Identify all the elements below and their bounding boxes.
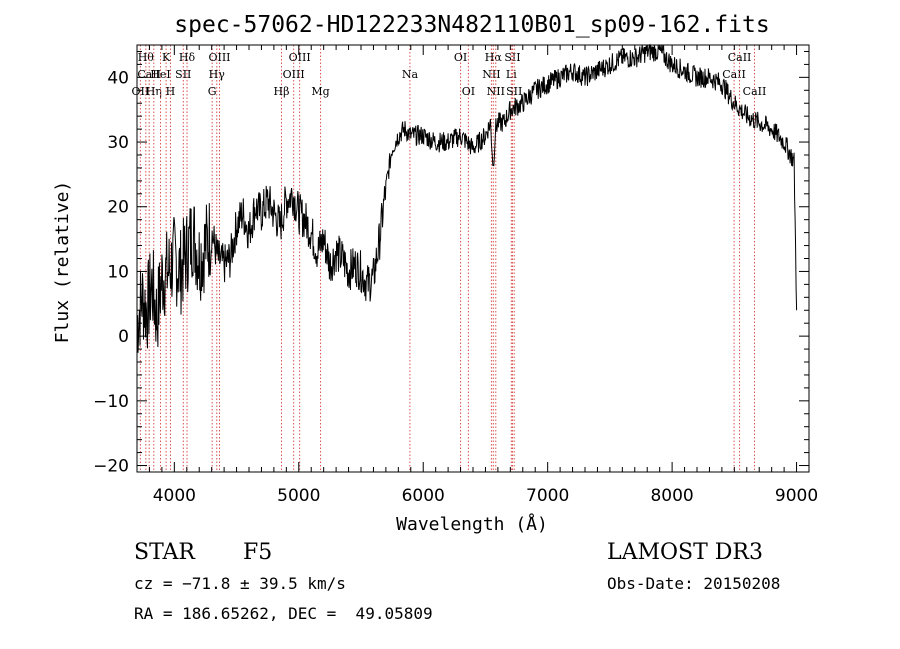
line-label: OIII (283, 68, 305, 81)
spectral-line-markers: OII Hθ CaII Hη HeI K H SII Hδ G Hγ OIII Hβ OIII OIII Mg… (132, 45, 767, 472)
line-label: Mg (311, 85, 329, 98)
line-label: CaII (728, 51, 752, 64)
line-label: SII (504, 51, 520, 64)
line-label: K (162, 51, 171, 64)
coordinates: RA = 186.65262, DEC = 49.05809 (134, 604, 433, 623)
line-label: NII (487, 85, 505, 98)
line-label: H (166, 85, 176, 98)
line-label: Hδ (179, 51, 196, 64)
line-label: HeI (150, 68, 170, 81)
y-tick-label: 20 (107, 198, 129, 218)
y-tick-label: 10 (107, 262, 129, 282)
x-tick-label: 7000 (526, 486, 569, 506)
line-label: OIII (289, 51, 311, 64)
chart-title: spec-57062-HD122233N482110B01_sp09-162.f… (174, 12, 769, 38)
y-tick-label: −20 (93, 457, 129, 477)
plot-frame (136, 44, 810, 473)
line-label: Hη (146, 85, 162, 98)
y-axis: −20 −10 0 10 20 30 40 (93, 50, 809, 477)
x-tick-label: 8000 (650, 486, 693, 506)
observation-date: Obs-Date: 20150208 (607, 574, 781, 593)
line-label: Hγ (209, 68, 226, 81)
y-axis-label: Flux (relative) (52, 181, 73, 344)
redshift-velocity: cz = −71.8 ± 39.5 km/s (134, 574, 346, 593)
x-tick-label: 4000 (153, 486, 196, 506)
x-tick-label: 5000 (277, 486, 320, 506)
x-axis-label: Wavelength (Å) (396, 513, 548, 535)
line-label: OII (132, 85, 150, 98)
line-label: G (208, 85, 217, 98)
line-label: NII (482, 68, 500, 81)
x-axis: 4000 5000 6000 7000 8000 9000 (136, 45, 818, 506)
line-label: Hθ (138, 51, 155, 64)
y-tick-label: 40 (107, 68, 129, 88)
line-label: Hα (485, 51, 503, 64)
x-tick-label: 6000 (402, 486, 445, 506)
line-label: Li (506, 68, 517, 81)
line-label: SII (175, 68, 191, 81)
line-label: CaII (743, 85, 767, 98)
line-label: CaII (722, 68, 746, 81)
line-label: SII (506, 85, 522, 98)
line-label: OI (454, 51, 467, 64)
spectrum-chart: spec-57062-HD122233N482110B01_sp09-162.f… (52, 12, 818, 535)
x-tick-label: 9000 (775, 486, 818, 506)
line-label: Hβ (274, 85, 290, 98)
subclass: F5 (243, 540, 273, 565)
survey-name: LAMOST DR3 (607, 540, 763, 565)
y-tick-label: −10 (93, 392, 129, 412)
y-tick-label: 0 (118, 327, 129, 347)
line-label: Na (402, 68, 419, 81)
line-label: OI (462, 85, 475, 98)
y-tick-label: 30 (107, 133, 129, 153)
line-label: OIII (208, 51, 230, 64)
spectrum-line (136, 43, 798, 353)
object-class: STAR (134, 540, 195, 565)
